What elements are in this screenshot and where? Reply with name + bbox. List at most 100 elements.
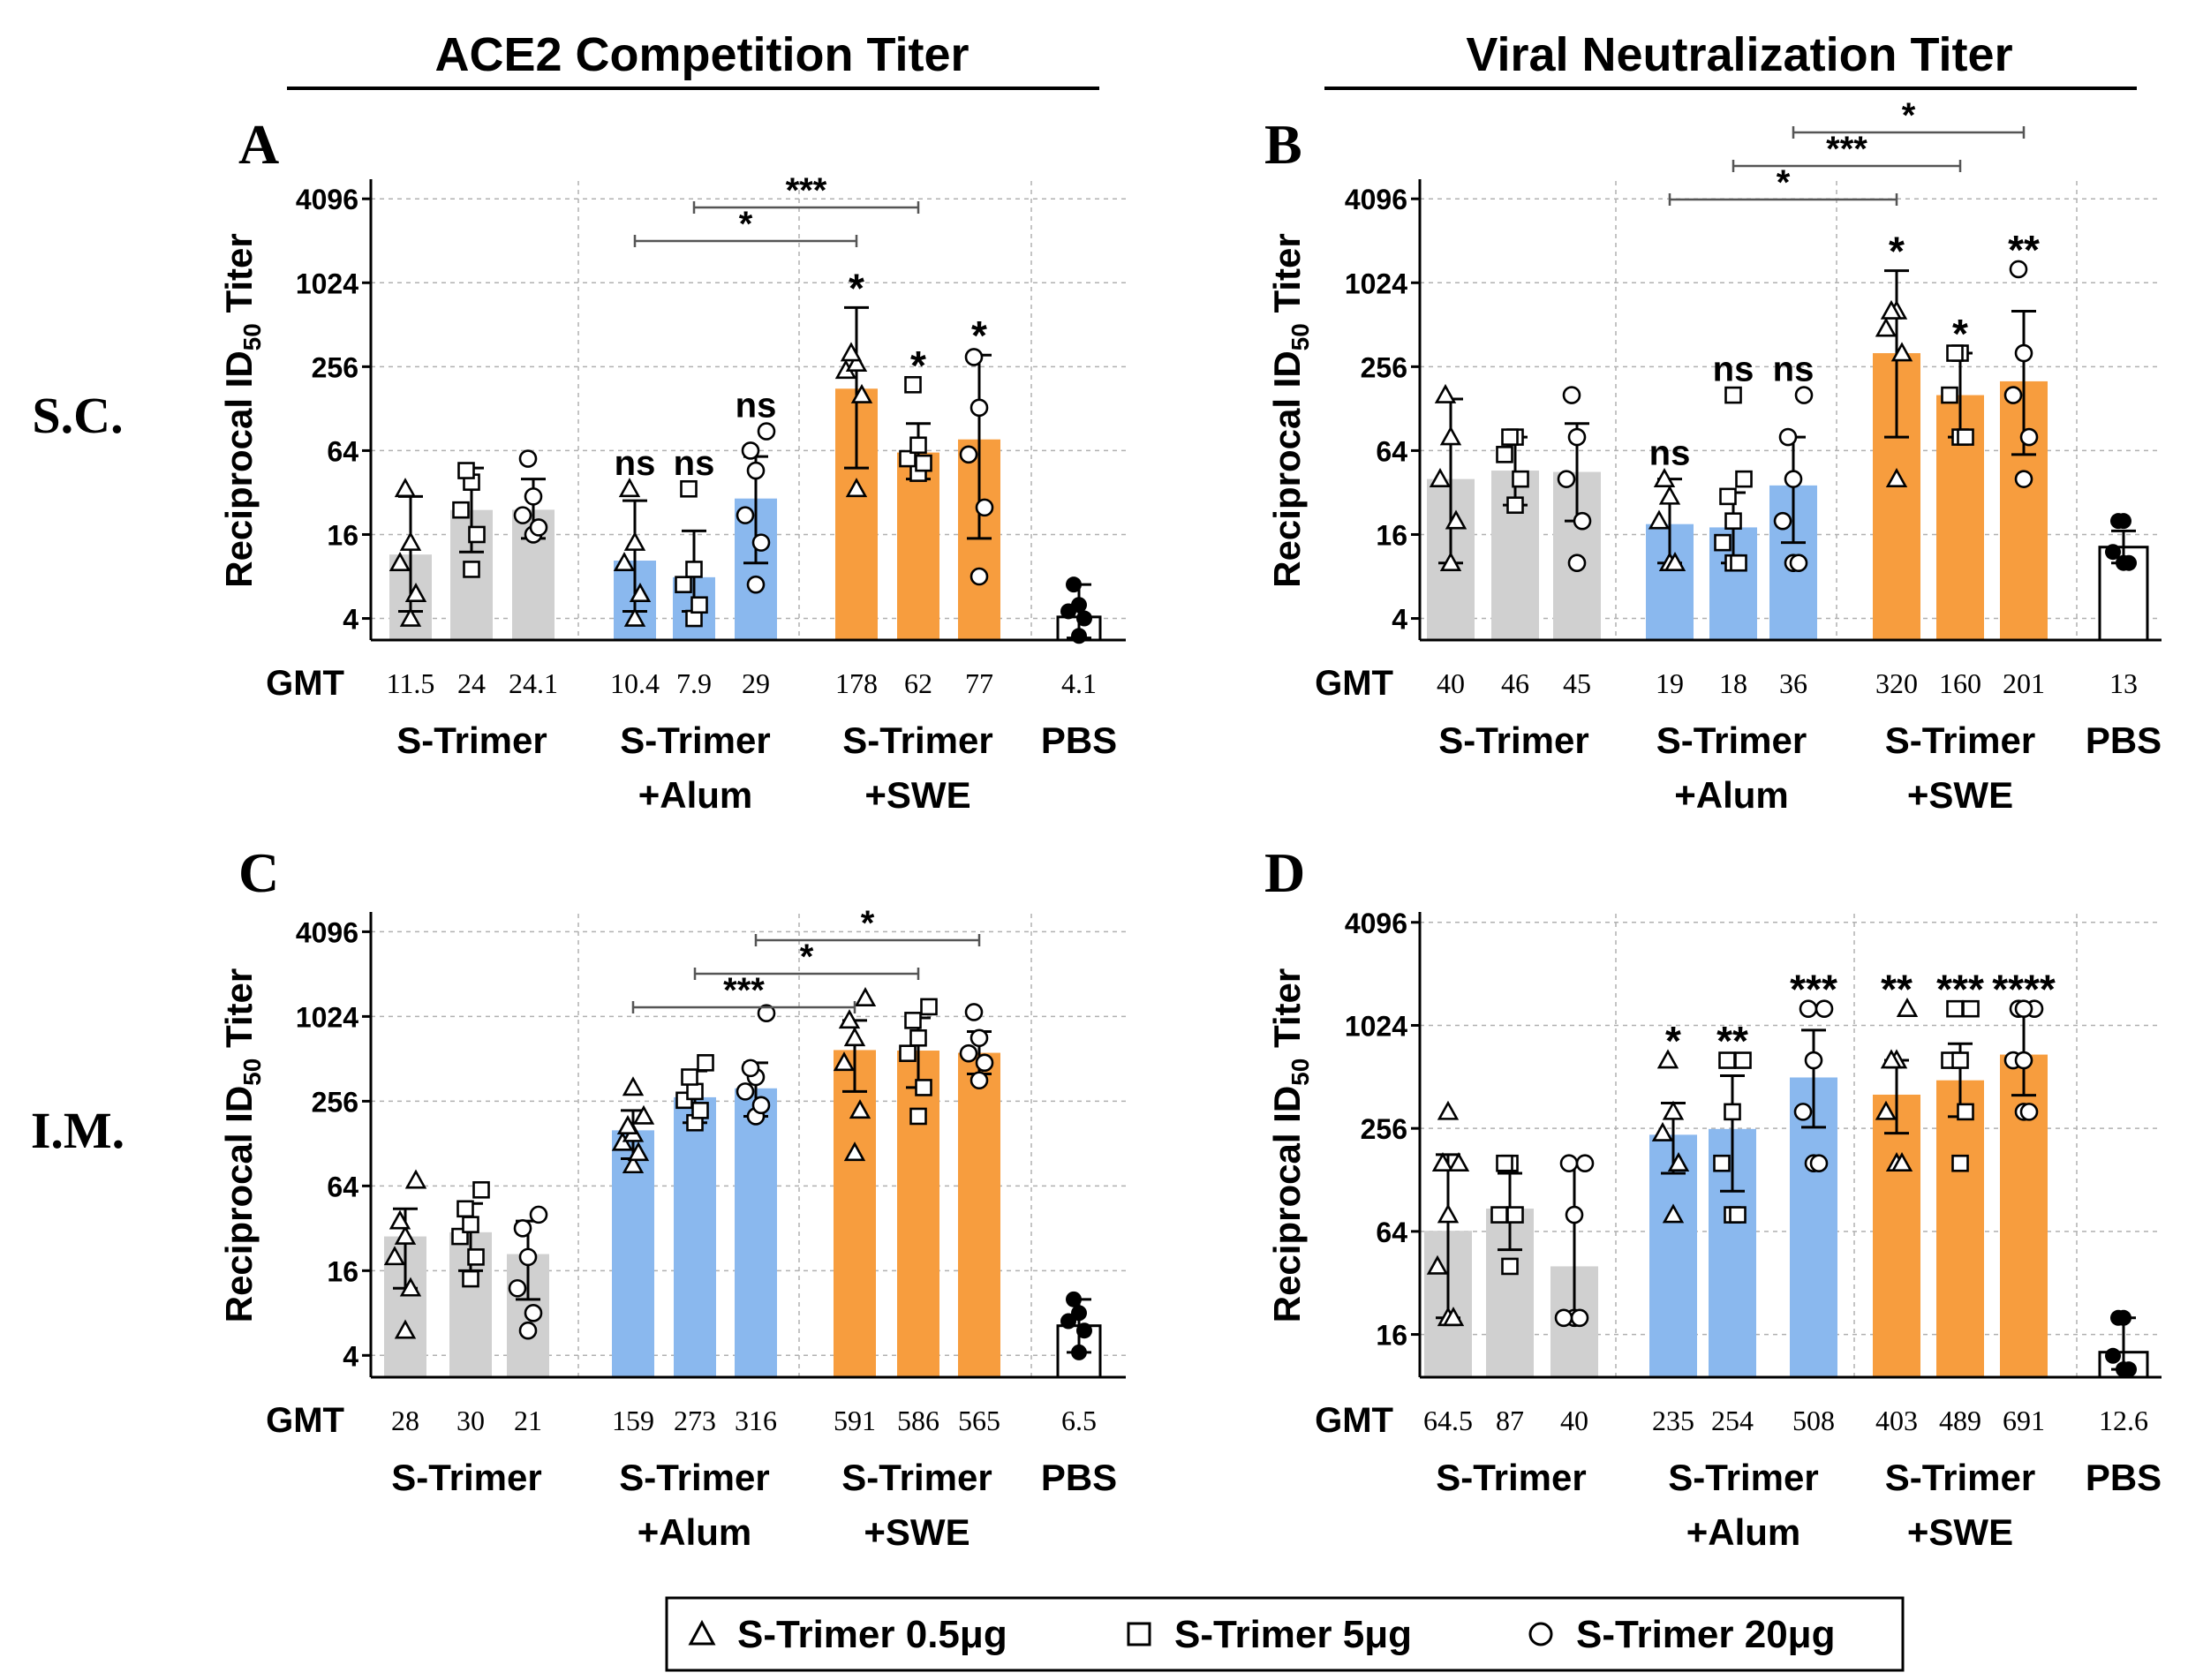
point-circle — [1567, 554, 1587, 573]
point-dot — [1066, 1291, 1082, 1307]
gmt-value: 40 — [1560, 1405, 1588, 1436]
bar — [897, 1051, 939, 1377]
point-triangle — [627, 1141, 650, 1162]
group-name: +Alum — [638, 1511, 752, 1553]
point-triangle — [1662, 1100, 1685, 1120]
point-triangle — [1875, 317, 1898, 337]
point-triangle — [840, 342, 863, 362]
y-axis-title-sub: 50 — [1286, 323, 1314, 350]
y-tick-label: 1024 — [296, 1001, 358, 1033]
point-square — [462, 1216, 479, 1233]
point-dot — [1071, 1305, 1087, 1322]
gmt-value: 508 — [1792, 1405, 1835, 1436]
legend-label: S-Trimer 0.5μg — [737, 1613, 1007, 1656]
group-name: S-Trimer — [619, 1457, 769, 1498]
point-circle — [508, 1278, 527, 1298]
point-square — [920, 998, 938, 1016]
point-square — [1957, 428, 1974, 446]
point-circle — [1784, 470, 1803, 488]
group-name: +Alum — [1686, 1511, 1801, 1553]
point-square — [1735, 470, 1753, 488]
point-triangle — [1667, 1152, 1690, 1172]
point-dot — [2121, 554, 2137, 571]
point-triangle — [1437, 1100, 1460, 1120]
gmt-value: 87 — [1496, 1405, 1524, 1436]
point-circle — [518, 449, 538, 468]
y-tick-label: 16 — [327, 1255, 358, 1287]
point-circle — [518, 1247, 538, 1267]
group-name: S-Trimer — [620, 719, 770, 761]
significance-label: * — [971, 313, 987, 358]
point-circle — [2014, 343, 2033, 363]
point-square — [1724, 1103, 1741, 1121]
point-triangle — [399, 606, 422, 627]
y-tick-label: 4 — [343, 604, 358, 636]
y-tick-label: 1024 — [1345, 267, 1407, 299]
y-tick-label: 1024 — [1345, 1010, 1407, 1042]
legend: S-Trimer 0.5μg S-Trimer 5μg S-Trimer 20μg — [665, 1596, 1905, 1672]
point-dot — [2110, 1309, 2126, 1326]
point-dot — [1071, 1344, 1087, 1360]
gmt-value: 316 — [735, 1405, 777, 1436]
point-square — [915, 1079, 932, 1096]
point-circle — [2014, 1051, 2033, 1070]
y-tick-label: 16 — [327, 519, 358, 551]
significance-label: ** — [1716, 1018, 1748, 1064]
y-tick-label: 1024 — [296, 267, 358, 299]
point-triangle — [399, 1277, 422, 1297]
point-square — [467, 1248, 485, 1266]
point-triangle — [1445, 509, 1467, 530]
point-circle — [518, 1321, 538, 1340]
point-triangle — [613, 552, 636, 572]
point-circle — [959, 445, 978, 464]
bracket-label: *** — [723, 971, 765, 1010]
point-dot — [1071, 628, 1087, 644]
point-square — [675, 576, 692, 593]
point-circle — [757, 1004, 776, 1022]
gmt-value: 6.5 — [1061, 1405, 1097, 1436]
group-name: +Alum — [1674, 774, 1789, 816]
point-circle — [2014, 470, 2033, 488]
point-triangle — [623, 606, 646, 627]
point-dot — [2105, 544, 2121, 561]
point-circle — [1567, 427, 1587, 447]
gmt-value: 591 — [834, 1405, 876, 1436]
point-square — [1729, 1206, 1747, 1224]
bracket-label: * — [1902, 96, 1916, 135]
y-axis-title-suffix: Titer — [218, 968, 260, 1058]
point-square — [690, 596, 708, 614]
point-triangle — [849, 1099, 871, 1119]
point-triangle — [622, 1154, 645, 1174]
point-triangle — [838, 1009, 861, 1029]
significance-label: * — [1665, 1018, 1681, 1064]
gmt-value: 21 — [514, 1405, 542, 1436]
point-circle — [959, 1043, 978, 1063]
gmt-value: 19 — [1656, 667, 1684, 699]
point-circle — [736, 506, 755, 524]
point-circle — [529, 1205, 548, 1224]
bar — [735, 1088, 777, 1377]
point-triangle — [1431, 1152, 1454, 1172]
column-header: ACE2 Competition Titer — [434, 28, 969, 81]
point-circle — [757, 422, 776, 441]
point-triangle — [1651, 1121, 1674, 1141]
point-square — [452, 501, 470, 519]
bracket-label: *** — [786, 171, 827, 210]
point-circle — [751, 533, 771, 552]
point-circle — [741, 441, 760, 460]
gmt-value: 36 — [1779, 667, 1807, 699]
point-triangle — [1662, 1203, 1685, 1224]
point-square — [909, 1107, 927, 1126]
group-name: S-Trimer — [841, 1457, 992, 1498]
point-square — [1713, 1154, 1731, 1172]
y-tick-label: 4096 — [296, 184, 358, 215]
point-square — [1957, 1103, 1974, 1121]
point-circle — [1559, 1154, 1579, 1173]
point-circle — [1557, 470, 1576, 488]
point-triangle — [404, 1169, 427, 1189]
point-dot — [2110, 513, 2126, 530]
group-name: S-Trimer — [391, 1457, 541, 1498]
point-triangle — [1656, 1049, 1679, 1069]
